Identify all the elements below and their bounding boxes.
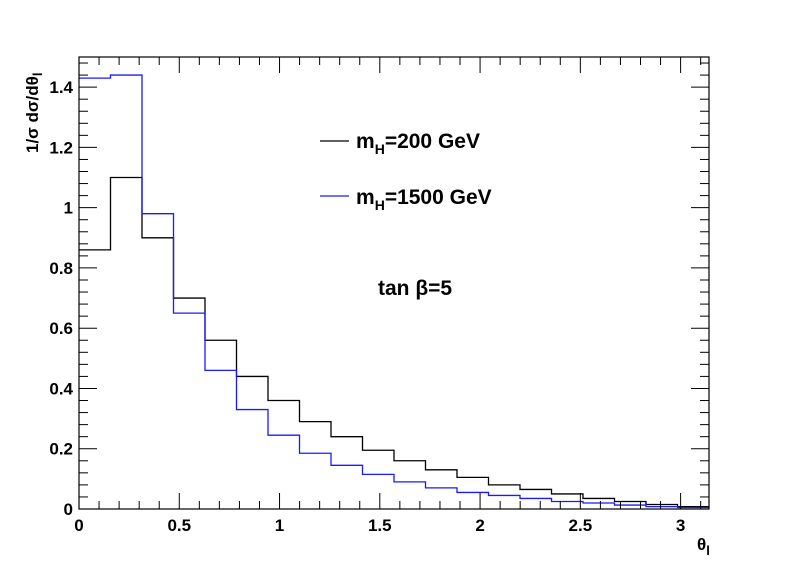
x-tick-label: 2: [475, 516, 484, 535]
y-tick-label: 0.8: [49, 259, 73, 278]
x-tick-label: 3: [676, 516, 685, 535]
x-tick-label: 1.5: [368, 516, 392, 535]
series-layer: [79, 74, 709, 509]
y-tick-label: 0: [64, 500, 73, 519]
y-tick-label: 0.6: [49, 319, 73, 338]
annotation-tan-beta: tan β=5: [378, 277, 452, 300]
y-tick-label: 0.4: [49, 379, 73, 398]
y-axis-title: 1/σ dσ/dθl: [23, 73, 45, 153]
plot-frame: [78, 56, 710, 510]
axis-layer: 0 0.5 1 1.5 2 2.5 3 0 0.2 0.4 0.6 0.8 1 1.2 1.4: [49, 57, 709, 535]
x-axis-title: θl: [697, 535, 710, 558]
legend-label-mh200: mH=200 GeV: [356, 130, 480, 157]
series-line-mh1500: [79, 74, 709, 509]
legend-label-mh1500: mH=1500 GeV: [356, 186, 492, 213]
x-tick-label: 0: [74, 516, 83, 535]
y-tick-label: 1.2: [49, 138, 73, 157]
x-tick-label: 1: [275, 516, 284, 535]
series-line-mh200: [79, 176, 709, 508]
x-tick-label: 0.5: [167, 516, 191, 535]
legend: mH=200 GeV mH=1500 GeV: [320, 130, 492, 213]
x-tick-label: 2.5: [569, 516, 593, 535]
y-tick-label: 1: [64, 199, 73, 218]
y-tick-label: 1.4: [49, 78, 73, 97]
y-tick-label: 0.2: [49, 440, 73, 459]
